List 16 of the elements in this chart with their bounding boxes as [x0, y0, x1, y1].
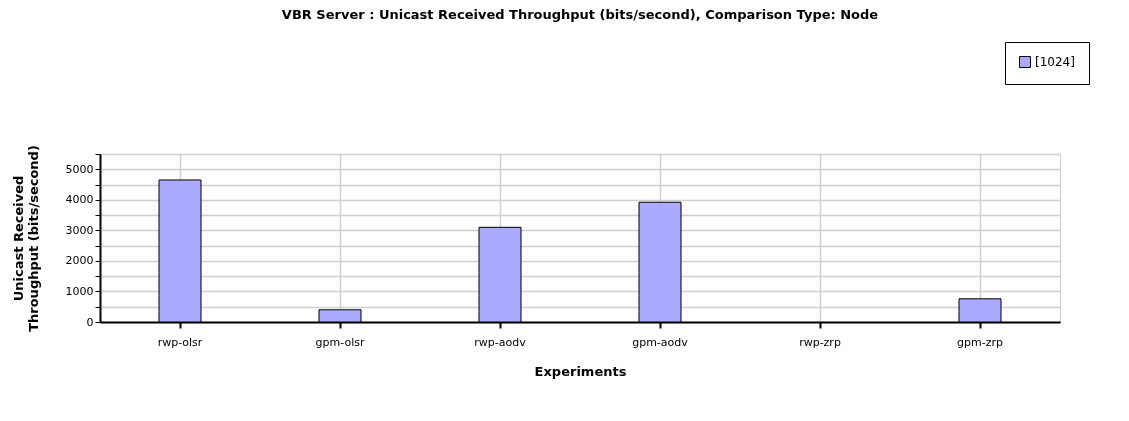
x-tick-label: rwp-aodv — [474, 335, 527, 349]
y-tick-label: 2000 — [65, 254, 94, 268]
legend-label: [1024] — [1035, 55, 1075, 69]
x-tick-label: gpm-aodv — [632, 335, 689, 349]
x-tick-label: rwp-zrp — [799, 335, 841, 349]
y-tick-label: 4000 — [65, 193, 94, 207]
y-axis-title: Unicast Received Throughput (bits/second) — [10, 145, 41, 332]
y-tick-label: 5000 — [65, 162, 94, 176]
y-tick-label: 1000 — [65, 284, 94, 298]
x-tick-label: gpm-zrp — [957, 335, 1003, 349]
y-tick-label: 3000 — [65, 223, 94, 237]
x-tick-label: gpm-olsr — [315, 335, 365, 349]
chart-title: VBR Server : Unicast Received Throughput (bits/second), Comparison Type: Node — [281, 6, 879, 22]
x-axis-title: Experiments — [534, 363, 627, 379]
y-tick-label: 0 — [86, 315, 94, 329]
x-tick-label: rwp-olsr — [157, 335, 203, 349]
